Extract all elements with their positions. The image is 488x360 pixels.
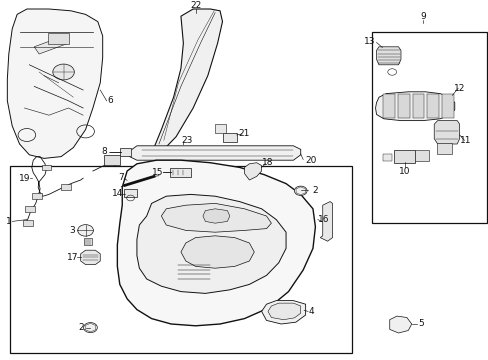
Text: 20: 20 — [305, 156, 316, 165]
Polygon shape — [267, 303, 300, 320]
Polygon shape — [129, 146, 300, 160]
Circle shape — [53, 64, 74, 80]
Circle shape — [78, 225, 93, 236]
Text: 6: 6 — [107, 96, 113, 105]
FancyBboxPatch shape — [436, 143, 451, 154]
Bar — [371, 32, 486, 223]
Polygon shape — [320, 202, 332, 241]
Polygon shape — [203, 209, 229, 223]
FancyBboxPatch shape — [123, 189, 137, 197]
FancyBboxPatch shape — [223, 133, 237, 142]
Polygon shape — [181, 236, 254, 268]
FancyBboxPatch shape — [23, 220, 33, 226]
FancyBboxPatch shape — [383, 154, 391, 161]
FancyBboxPatch shape — [414, 150, 428, 161]
FancyBboxPatch shape — [41, 165, 51, 170]
FancyBboxPatch shape — [170, 168, 190, 177]
FancyBboxPatch shape — [61, 184, 71, 190]
Text: 1: 1 — [6, 217, 12, 226]
Polygon shape — [34, 36, 68, 54]
Text: 4: 4 — [308, 307, 314, 316]
Text: 11: 11 — [459, 136, 470, 145]
FancyBboxPatch shape — [393, 150, 414, 163]
Polygon shape — [244, 163, 261, 180]
FancyBboxPatch shape — [84, 238, 92, 245]
Text: 15: 15 — [151, 168, 163, 177]
Polygon shape — [81, 250, 100, 265]
Text: 9: 9 — [419, 12, 425, 21]
FancyBboxPatch shape — [441, 94, 453, 118]
Bar — [10, 166, 351, 353]
Text: 19: 19 — [19, 174, 30, 183]
Polygon shape — [161, 203, 271, 232]
Text: 7: 7 — [118, 173, 124, 181]
Text: 8: 8 — [101, 147, 107, 156]
Polygon shape — [137, 194, 285, 293]
Polygon shape — [376, 47, 400, 65]
Text: 2: 2 — [78, 323, 83, 332]
Polygon shape — [389, 316, 411, 333]
Circle shape — [294, 186, 306, 195]
FancyBboxPatch shape — [48, 33, 69, 44]
Polygon shape — [7, 9, 102, 158]
FancyBboxPatch shape — [412, 94, 424, 118]
Text: 21: 21 — [238, 129, 250, 138]
FancyBboxPatch shape — [215, 124, 225, 133]
Text: 10: 10 — [398, 166, 410, 175]
FancyBboxPatch shape — [32, 193, 41, 199]
Text: 14: 14 — [111, 189, 123, 198]
Polygon shape — [433, 121, 459, 144]
Polygon shape — [154, 9, 222, 149]
Text: 3: 3 — [69, 226, 75, 235]
Text: 16: 16 — [317, 215, 329, 224]
FancyBboxPatch shape — [397, 94, 409, 118]
Polygon shape — [261, 301, 305, 324]
Text: 2: 2 — [312, 186, 318, 194]
FancyBboxPatch shape — [104, 155, 120, 165]
Circle shape — [83, 323, 97, 333]
FancyBboxPatch shape — [25, 206, 35, 212]
FancyBboxPatch shape — [383, 94, 394, 118]
Text: 17: 17 — [66, 253, 78, 262]
Text: 22: 22 — [189, 1, 201, 10]
Text: 5: 5 — [417, 320, 423, 328]
Text: 18: 18 — [262, 158, 273, 167]
Text: 12: 12 — [453, 84, 465, 93]
FancyBboxPatch shape — [427, 94, 438, 118]
Polygon shape — [117, 160, 315, 326]
Text: 13: 13 — [363, 37, 375, 46]
FancyBboxPatch shape — [120, 148, 131, 156]
Text: 23: 23 — [181, 136, 192, 145]
Polygon shape — [375, 92, 454, 121]
